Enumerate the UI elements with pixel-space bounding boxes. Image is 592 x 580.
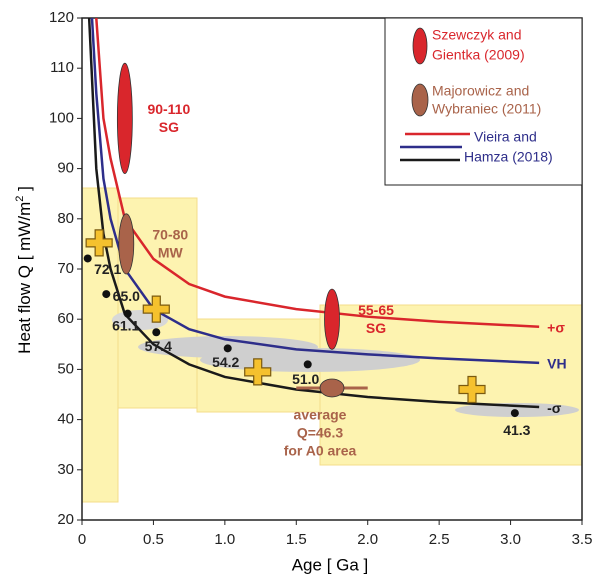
point-label: 54.2 [212, 354, 239, 370]
cross-marker [85, 229, 113, 257]
y-tick-label: 70 [57, 260, 74, 277]
curve [90, 18, 540, 365]
x-tick-label: 0.5 [143, 531, 164, 548]
y-axis-label-end: ] [15, 186, 34, 195]
legend-label: Majorowicz and [432, 83, 529, 99]
range-label: SG [366, 320, 386, 336]
y-tick-label: 30 [57, 461, 74, 478]
y-tick-label: 60 [57, 310, 74, 327]
zone [319, 304, 583, 466]
data-point [102, 290, 111, 299]
y-tick-label: 90 [57, 160, 74, 177]
legend-label: Hamza (2018) [464, 149, 553, 165]
point-label: 41.3 [503, 422, 530, 438]
data-point [510, 409, 519, 418]
average-ellipse [319, 378, 345, 398]
average-label: Q=46.3 [297, 425, 344, 441]
y-axis-label: Heat flow Q [ mW/m2 ] [14, 186, 35, 354]
range-ellipse [116, 62, 133, 175]
x-tick-label: 2.0 [357, 531, 378, 548]
y-tick-label: 40 [57, 411, 74, 428]
range-ellipse [118, 213, 135, 275]
y-tick-label: 80 [57, 210, 74, 227]
x-tick-label: 3.5 [572, 531, 592, 548]
point-label: 65.0 [113, 288, 140, 304]
range-ellipse [324, 288, 340, 350]
legend-label: Gientka (2009) [432, 47, 525, 63]
curve [95, 18, 540, 328]
x-tick-label: 0 [78, 531, 86, 548]
range-label: 55-65 [358, 302, 394, 318]
range-label: 70-80 [152, 227, 188, 243]
range-label: 90-110 [147, 101, 190, 117]
data-point [83, 254, 92, 263]
point-label: 72.1 [94, 261, 121, 277]
data-point [223, 344, 232, 353]
range-label: SG [159, 119, 179, 135]
curve-label: -σ [547, 400, 562, 416]
cross-marker [458, 375, 486, 404]
cross-marker [244, 358, 272, 386]
average-label: average [294, 407, 347, 423]
data-point [152, 328, 161, 337]
x-tick-label: 2.5 [429, 531, 450, 548]
y-tick-label: 110 [50, 59, 74, 76]
legend-label: Wybraniec (2011) [432, 101, 541, 117]
point-label: 51.0 [292, 371, 319, 387]
x-tick-label: 3.0 [500, 531, 521, 548]
point-label: 57.4 [145, 338, 172, 354]
curve-label: VH [547, 356, 566, 372]
x-axis-label: Age [ Ga ] [292, 555, 369, 574]
y-axis-label-main: Heat flow Q [ mW/m [15, 202, 34, 354]
x-tick-label: 1.5 [286, 531, 307, 548]
curve-label: +σ [547, 319, 565, 335]
average-label: for A0 area [284, 443, 357, 459]
y-tick-label: 120 [49, 9, 74, 26]
y-tick-label: 100 [49, 109, 74, 126]
y-tick-label: 20 [57, 511, 74, 528]
legend-swatch [412, 27, 428, 65]
legend-label: Szewczyk and [432, 27, 521, 43]
cross-marker [142, 295, 170, 323]
y-axis-label-sup: 2 [14, 196, 26, 202]
legend-swatch [411, 83, 429, 117]
y-tick-label: 50 [57, 360, 74, 377]
data-point [303, 360, 312, 369]
data-point [123, 309, 132, 318]
x-tick-label: 1.0 [214, 531, 235, 548]
legend-label: Vieira and [474, 129, 537, 145]
range-label: MW [158, 245, 184, 261]
curve [87, 18, 540, 409]
point-label: 61.1 [112, 317, 139, 333]
